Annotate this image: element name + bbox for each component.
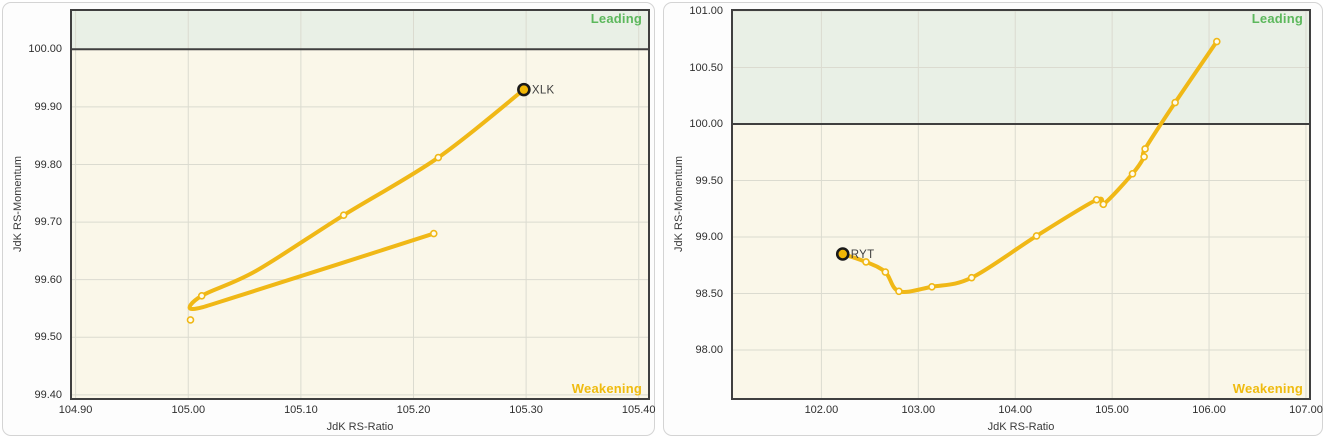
x-tick-label: 105.20 — [396, 404, 431, 416]
rrg-panel-xlk: JdK RS-Momentum XLK Leading Weakening 99… — [2, 2, 656, 436]
leading-zone — [71, 10, 649, 50]
tail-point-marker — [186, 316, 195, 324]
plot-area-xlk: XLK Leading Weakening — [70, 9, 650, 400]
y-tick-label: 100.00 — [28, 43, 62, 56]
y-axis-ticks: 99.40 99.50 99.60 99.70 99.80 99.90 100.00 — [3, 9, 62, 401]
tail-point-marker — [1032, 232, 1041, 240]
tail-point-marker — [1171, 98, 1179, 107]
rrg-plot-xlk[interactable]: XLK — [70, 9, 650, 400]
y-tick-label: 101.00 — [689, 5, 723, 17]
y-tick-label: 98.50 — [695, 287, 723, 300]
rrg-plot-ryt[interactable]: RYT — [731, 9, 1311, 400]
symbol-label[interactable]: RYT — [851, 249, 875, 261]
weakening-zone — [71, 49, 649, 400]
tail-point-marker — [434, 153, 443, 162]
y-tick-label: 100.50 — [689, 61, 723, 74]
x-tick-label: 105.40 — [621, 404, 656, 416]
y-tick-label: 99.60 — [34, 273, 62, 286]
x-tick-label: 105.00 — [171, 404, 206, 416]
y-tick-label: 98.00 — [695, 344, 723, 357]
y-tick-label: 100.00 — [689, 118, 723, 130]
head-marker[interactable] — [835, 247, 850, 261]
tail-point-marker — [1092, 195, 1101, 204]
tail-point-marker — [967, 273, 976, 282]
x-tick-label: 104.90 — [58, 404, 93, 416]
tail-point-marker — [1213, 37, 1221, 46]
leading-quadrant-label: Leading — [1251, 11, 1303, 26]
plot-area-ryt: RYT Leading Weakening — [731, 9, 1311, 400]
x-tick-label: 103.00 — [901, 404, 936, 416]
x-tick-label: 102.00 — [804, 404, 839, 416]
y-tick-label: 99.80 — [34, 158, 62, 171]
x-axis-ticks: 104.90 105.00 105.10 105.20 105.30 105.40 — [59, 404, 656, 418]
x-axis-title: JdK RS-Ratio — [987, 421, 1055, 433]
x-axis-ticks: 102.00 103.00 104.00 105.00 106.00 107.00 — [731, 404, 1323, 418]
y-axis-ticks: 98.00 98.50 99.00 99.50 100.00 100.50 101.00 — [664, 5, 723, 400]
tail-point-marker — [1141, 145, 1149, 153]
x-tick-label: 106.00 — [1192, 404, 1226, 416]
tail-point-marker — [1128, 169, 1137, 178]
x-tick-label: 105.30 — [509, 404, 543, 416]
tail-point-marker — [881, 268, 890, 276]
leading-quadrant-label: Leading — [590, 11, 642, 26]
plot-border — [731, 9, 1311, 400]
x-tick-label: 105.10 — [284, 404, 318, 416]
tail-point-marker — [862, 258, 870, 266]
y-tick-label: 99.70 — [34, 216, 62, 229]
plot-border — [70, 9, 650, 400]
tail-point-marker — [895, 287, 903, 296]
x-tick-label: 107.00 — [1289, 404, 1323, 416]
tail-point-marker — [339, 211, 348, 219]
x-tick-label: 105.00 — [1095, 404, 1129, 416]
x-axis-title: JdK RS-Ratio — [326, 421, 394, 433]
rrg-panel-ryt: JdK RS-Momentum RYT Leading Weakening 98… — [663, 2, 1323, 436]
weakening-zone — [732, 124, 1310, 399]
y-tick-label: 99.00 — [695, 231, 723, 243]
y-tick-label: 99.50 — [34, 331, 62, 344]
tail-point-marker — [197, 291, 206, 300]
y-tick-label: 99.90 — [34, 100, 62, 113]
y-tick-label: 99.40 — [34, 388, 62, 401]
tail-point-marker — [928, 282, 936, 291]
tail-point-marker — [1099, 200, 1108, 209]
head-marker[interactable] — [517, 82, 531, 97]
x-tick-label: 104.00 — [998, 404, 1033, 416]
weakening-quadrant-label: Weakening — [1232, 381, 1303, 396]
tail-point-marker — [429, 229, 438, 238]
symbol-label[interactable]: XLK — [532, 85, 555, 97]
leading-zone — [732, 10, 1310, 125]
weakening-quadrant-label: Weakening — [571, 381, 642, 396]
tail-point-marker — [1140, 153, 1148, 161]
y-tick-label: 99.50 — [695, 174, 723, 187]
